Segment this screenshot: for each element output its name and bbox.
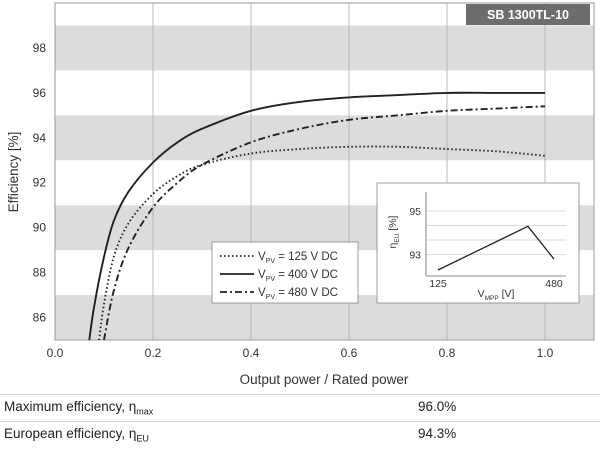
series-line-400v bbox=[88, 91, 545, 341]
legend-entry-480v: VPV = 480 V DC bbox=[220, 287, 338, 301]
inset-x-tick-label: 125 bbox=[429, 278, 447, 290]
legend: VPV = 125 V DC VPV = 400 V DC VPV = 480 … bbox=[211, 241, 359, 304]
y-tick-labels: 86 88 90 92 94 96 98 bbox=[33, 41, 47, 325]
y-tick-label: 94 bbox=[33, 131, 47, 145]
inset-x-tick-label: 480 bbox=[545, 278, 563, 290]
eu-efficiency-row: European efficiency, ηEU 94.3% bbox=[0, 421, 600, 446]
y-axis-title: Efficiency [%] bbox=[6, 132, 21, 213]
grid-band bbox=[55, 115, 594, 161]
eu-efficiency-label: European efficiency, ηEU bbox=[4, 426, 149, 444]
x-tick-label: 1.0 bbox=[537, 346, 554, 360]
badge-text: SB 1300TL-10 bbox=[487, 8, 569, 22]
legend-entry-400v: VPV = 400 V DC bbox=[220, 269, 338, 283]
series-layer bbox=[88, 91, 546, 341]
x-tick-labels: 0.0 0.2 0.4 0.6 0.8 1.0 bbox=[47, 346, 554, 360]
legend-label-480v: VPV = 480 V DC bbox=[258, 287, 338, 301]
series-line-480v bbox=[103, 105, 546, 341]
legend-label-125v: VPV = 125 V DC bbox=[258, 251, 338, 265]
inset-tick-labels: 95 93 125 480 bbox=[409, 206, 563, 290]
max-efficiency-row: Maximum efficiency, ηmax 96.0% bbox=[0, 394, 600, 419]
inset-y-tick-label: 95 bbox=[409, 206, 421, 218]
inset-grid bbox=[426, 210, 566, 256]
inset-efficiency-line bbox=[437, 225, 555, 271]
x-tick-label: 0.6 bbox=[341, 346, 358, 360]
inset-chart: 95 93 125 480 ηEU [%] VMPP [V] bbox=[376, 182, 580, 304]
y-tick-label: 90 bbox=[33, 221, 47, 235]
x-axis-title: Output power / Rated power bbox=[240, 372, 409, 387]
eu-efficiency-value: 94.3% bbox=[418, 426, 457, 441]
y-tick-label: 88 bbox=[33, 266, 47, 280]
y-tick-label: 92 bbox=[33, 176, 47, 190]
plot-frame bbox=[54, 2, 595, 341]
series-line-125v bbox=[98, 145, 546, 341]
x-tick-label: 0.4 bbox=[243, 346, 260, 360]
inset-x-axis-title: VMPP [V] bbox=[478, 288, 515, 302]
badge-background bbox=[466, 4, 590, 25]
max-efficiency-subscript: max bbox=[136, 406, 154, 417]
x-tick-label: 0.0 bbox=[47, 346, 64, 360]
grid-band bbox=[55, 25, 594, 71]
max-efficiency-label: Maximum efficiency, ηmax bbox=[4, 399, 154, 417]
inset-box bbox=[376, 182, 580, 304]
legend-label-400v: VPV = 400 V DC bbox=[258, 269, 338, 283]
x-tick-label: 0.8 bbox=[439, 346, 456, 360]
efficiency-chart: 0.0 0.2 0.4 0.6 0.8 1.0 86 88 90 92 94 96 98 Output… bbox=[6, 2, 595, 387]
y-tick-label: 86 bbox=[33, 311, 47, 325]
y-tick-label: 98 bbox=[33, 41, 47, 55]
x-tick-label: 0.2 bbox=[145, 346, 162, 360]
legend-entry-125v: VPV = 125 V DC bbox=[220, 251, 338, 265]
inset-y-tick-label: 93 bbox=[409, 250, 421, 262]
model-badge: SB 1300TL-10 bbox=[466, 4, 590, 25]
max-efficiency-value: 96.0% bbox=[418, 399, 457, 414]
eu-efficiency-subscript: EU bbox=[136, 433, 149, 444]
y-tick-label: 96 bbox=[33, 86, 47, 100]
inset-y-axis-title: ηEU [%] bbox=[387, 215, 401, 248]
